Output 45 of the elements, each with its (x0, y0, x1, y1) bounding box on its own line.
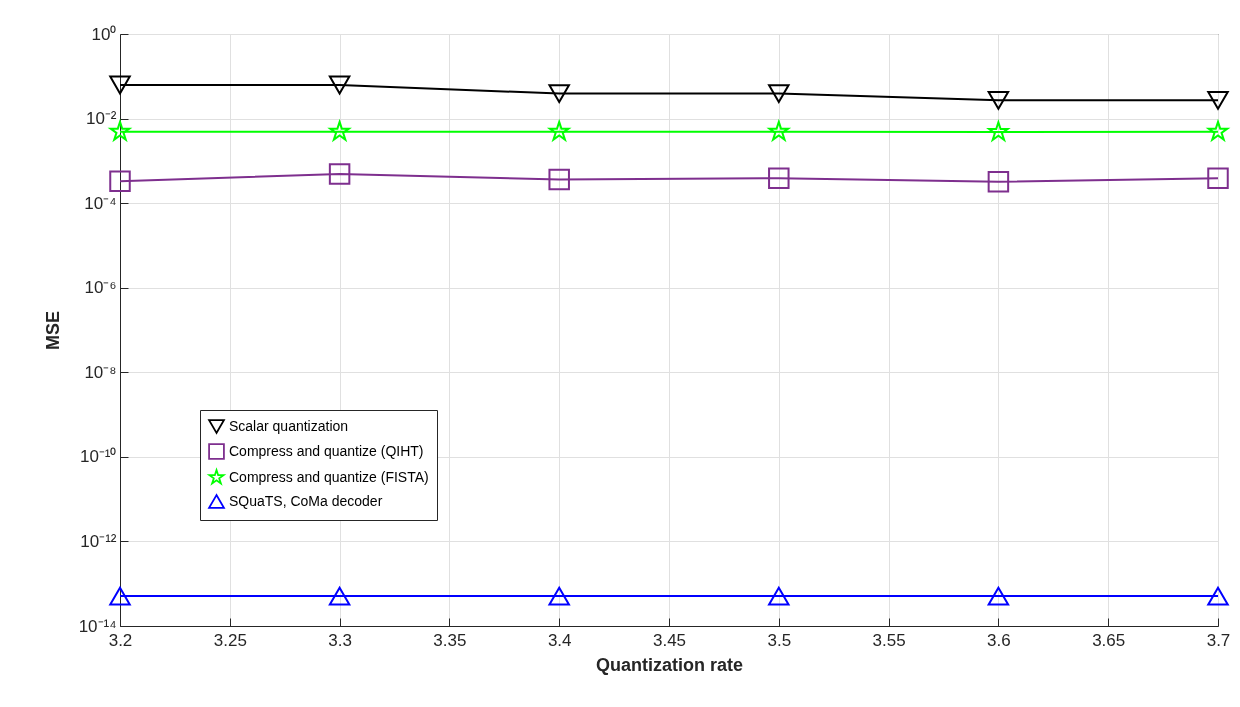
x-tick-label: 3.3 (328, 630, 352, 650)
legend-label: Scalar quantization (229, 417, 349, 434)
point (987, 586, 1010, 606)
y-tick-label: 10⁻¹⁰ (79, 447, 117, 467)
x-tick-label: 3.55 (872, 630, 906, 650)
x-tick-label: 3.45 (652, 630, 687, 650)
x-tick-label: 3.65 (1092, 630, 1126, 650)
x-tick-label: 3.2 (108, 630, 133, 650)
y-tick-label: 10⁻⁸ (84, 362, 117, 382)
point (328, 163, 351, 185)
point (768, 586, 790, 606)
point (1205, 119, 1231, 143)
x-tick-label: 3.25 (213, 630, 247, 650)
legend-label: SQuaTS, CoMa decoder (229, 492, 383, 509)
point (328, 586, 351, 606)
legend-label: Compress and quantize (FISTA) (229, 468, 429, 485)
point (1207, 90, 1229, 110)
point (987, 90, 1010, 110)
point (109, 586, 131, 606)
x-tick-label: 3.7 (1206, 630, 1231, 650)
y-axis-title: MSE (42, 310, 63, 351)
x-tick-label: 3.6 (987, 630, 1011, 650)
point (1207, 586, 1229, 606)
point (987, 171, 1010, 193)
y-tick-label: 10⁰ (91, 24, 117, 44)
legend-label: Compress and quantize (QIHT) (229, 442, 424, 459)
point (547, 119, 572, 143)
x-tick-label: 3.35 (433, 630, 467, 650)
point (768, 84, 790, 104)
y-tick-label: 10⁻² (85, 109, 117, 129)
x-tick-label: 3.4 (547, 630, 572, 650)
point (766, 119, 791, 143)
point (548, 586, 570, 606)
point (109, 170, 131, 192)
y-tick-label: 10⁻⁶ (84, 278, 117, 298)
x-axis-title: Quantization rate (595, 654, 744, 675)
point (548, 84, 570, 104)
point (768, 167, 790, 189)
y-tick-label: 10⁻⁴ (84, 193, 117, 213)
point (109, 75, 131, 95)
point (548, 168, 570, 191)
point (1207, 167, 1229, 189)
x-tick-label: 3.5 (767, 630, 792, 650)
point (328, 75, 351, 95)
y-tick-label: 10⁻¹² (80, 531, 117, 551)
